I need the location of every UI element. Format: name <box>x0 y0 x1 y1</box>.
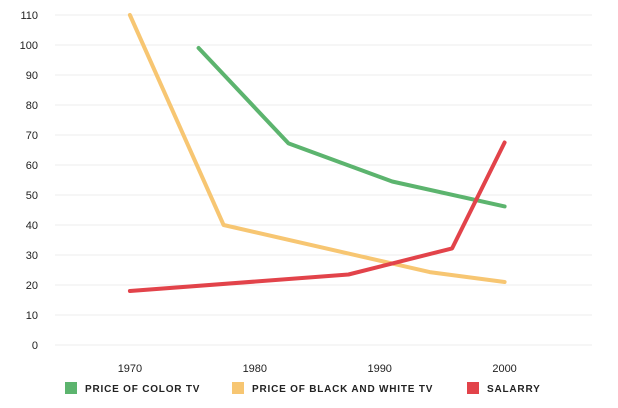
x-axis-ticks: 1970 1980 1990 2000 <box>118 363 517 375</box>
legend-label: PRICE OF COLOR TV <box>85 384 200 395</box>
legend-swatch <box>467 382 479 394</box>
y-tick-label: 10 <box>26 310 38 322</box>
legend-swatch <box>65 382 77 394</box>
legend-item: PRICE OF BLACK AND WHITE TV <box>232 382 433 395</box>
y-tick-label: 20 <box>26 280 38 292</box>
x-tick-label: 1990 <box>367 363 391 375</box>
legend-label: PRICE OF BLACK AND WHITE TV <box>252 384 433 395</box>
y-tick-label: 60 <box>26 160 38 172</box>
y-axis-ticks: 0 10 20 30 40 50 60 70 80 90 100 110 <box>20 10 38 352</box>
y-tick-label: 90 <box>26 70 38 82</box>
grid-lines <box>55 14 592 346</box>
y-tick-label: 70 <box>26 130 38 142</box>
y-tick-label: 30 <box>26 250 38 262</box>
legend: PRICE OF COLOR TV PRICE OF BLACK AND WHIT… <box>65 382 541 395</box>
series-line-1 <box>196 46 507 209</box>
y-tick-label: 50 <box>26 190 38 202</box>
series-line-3 <box>127 140 507 293</box>
series-line-2 <box>127 13 507 284</box>
x-tick-label: 1970 <box>118 363 142 375</box>
y-tick-label: 100 <box>20 40 38 52</box>
y-tick-label: 40 <box>26 220 38 232</box>
y-tick-label: 0 <box>32 340 38 352</box>
legend-swatch <box>232 382 244 394</box>
legend-label: SALARRY <box>487 384 541 395</box>
y-tick-label: 80 <box>26 100 38 112</box>
series-lines <box>127 13 507 293</box>
legend-item: PRICE OF COLOR TV <box>65 382 200 395</box>
x-tick-label: 1980 <box>243 363 267 375</box>
legend-item: SALARRY <box>467 382 541 395</box>
x-tick-label: 2000 <box>492 363 516 375</box>
y-tick-label: 110 <box>20 10 38 22</box>
